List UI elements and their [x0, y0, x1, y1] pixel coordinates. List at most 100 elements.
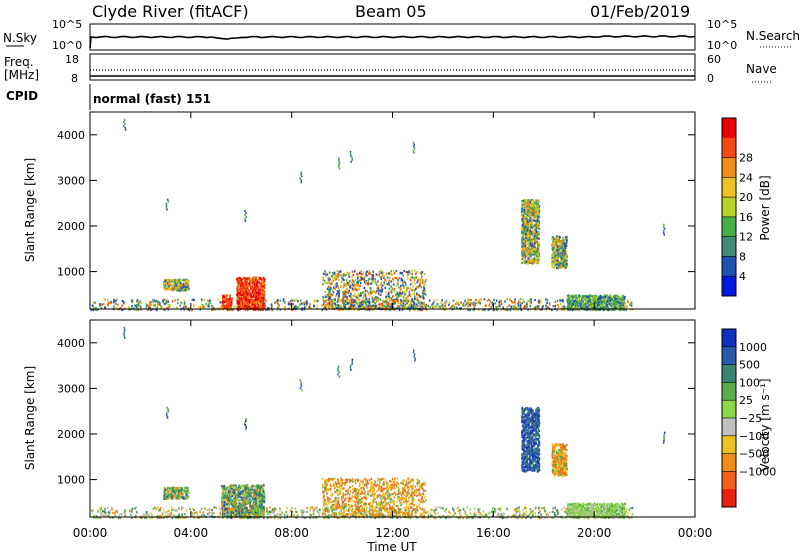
power-range-cell — [410, 295, 412, 298]
velocity-range-cell — [474, 507, 476, 510]
power-range-cell — [138, 304, 140, 307]
power-range-cell — [533, 209, 536, 212]
power-range-cell — [531, 209, 533, 212]
power-range-cell — [259, 289, 262, 292]
power-range-cell — [263, 305, 266, 308]
power-range-cell — [330, 304, 332, 307]
power-range-cell — [611, 308, 613, 311]
power-range-cell — [305, 305, 308, 308]
power-range-cell — [566, 294, 569, 297]
power-range-cell — [92, 309, 94, 312]
power-range-cell — [536, 260, 538, 263]
power-range-cell — [359, 272, 361, 275]
power-range-cell — [275, 301, 277, 304]
power-range-cell — [558, 265, 560, 268]
power-range-cell — [240, 305, 242, 308]
power-range-cell — [402, 274, 404, 277]
power-range-cell — [556, 259, 559, 262]
power-range-cell — [241, 294, 244, 297]
power-range-cell — [417, 279, 419, 282]
power-range-cell — [343, 289, 346, 292]
velocity-range-cell — [348, 512, 350, 515]
power-range-cell — [622, 297, 624, 300]
power-range-cell — [462, 304, 465, 307]
power-range-cell — [512, 301, 515, 304]
power-range-cell — [618, 296, 620, 299]
power-range-cell — [251, 277, 254, 280]
power-range-cell — [328, 271, 331, 274]
power-range-cell — [247, 291, 249, 294]
power-range-cell — [376, 289, 378, 293]
power-range-cell — [529, 210, 532, 214]
power-range-cell — [420, 301, 423, 304]
power-range-cell — [554, 256, 556, 259]
power-range-cell — [399, 302, 402, 305]
power-range-cell — [257, 292, 259, 296]
power-range-cell — [529, 305, 532, 308]
velocity-range-cell — [206, 509, 209, 512]
power-colorbar-segment — [722, 157, 736, 178]
power-range-cell — [529, 229, 531, 232]
power-range-cell — [581, 301, 583, 304]
power-range-cell — [258, 288, 260, 292]
power-range-cell — [380, 276, 383, 279]
power-range-cell — [519, 307, 522, 310]
power-range-cell — [610, 302, 612, 305]
power-range-cell — [353, 295, 355, 298]
power-range-cell — [245, 296, 247, 299]
velocity-range-cell — [433, 509, 436, 512]
power-range-cell — [246, 301, 248, 304]
power-range-cell — [386, 298, 388, 301]
power-range-cell — [239, 301, 241, 304]
power-range-cell — [555, 247, 557, 250]
velocity-range-cell — [628, 516, 630, 519]
power-range-cell — [278, 304, 280, 307]
power-range-cell — [536, 249, 539, 252]
power-range-cell — [247, 304, 250, 307]
power-range-cell — [435, 305, 437, 308]
power-range-cell — [166, 285, 169, 288]
power-range-cell — [380, 272, 383, 275]
power-range-cell — [248, 289, 251, 292]
power-range-cell — [178, 288, 180, 291]
power-range-cell — [526, 252, 528, 255]
power-range-cell — [395, 293, 398, 296]
power-range-cell — [358, 295, 361, 298]
power-range-cell — [226, 294, 228, 297]
velocity-range-cell — [208, 508, 211, 511]
velocity-range-cell — [178, 513, 181, 516]
power-range-cell — [502, 306, 505, 309]
power-range-cell — [521, 213, 523, 216]
power-range-cell — [252, 306, 255, 309]
power-range-cell — [563, 307, 565, 310]
power-range-cell — [428, 299, 431, 302]
power-colorbar-segment — [722, 256, 736, 277]
power-range-cell — [374, 278, 376, 281]
power-range-cell — [350, 298, 353, 301]
power-range-cell — [533, 207, 535, 210]
power-range-cell — [528, 208, 531, 211]
power-range-cell — [166, 279, 168, 282]
velocity-range-cell — [289, 509, 292, 512]
power-range-cell — [230, 297, 233, 300]
power-range-cell — [328, 298, 330, 301]
power-range-cell — [360, 270, 363, 273]
power-range-cell — [167, 279, 170, 282]
power-range-cell — [351, 298, 354, 301]
freq-tick-right-bottom: 0 — [707, 72, 714, 85]
power-range-cell — [559, 256, 562, 259]
power-range-cell — [244, 286, 247, 289]
power-range-cell — [564, 243, 566, 246]
power-range-cell — [571, 306, 574, 309]
power-range-cell — [414, 269, 416, 272]
power-range-cell — [412, 306, 414, 309]
power-range-cell — [411, 281, 414, 284]
power-range-cell — [323, 300, 326, 303]
power-range-cell — [535, 228, 537, 231]
power-range-cell — [537, 233, 539, 236]
power-range-cell — [383, 276, 385, 279]
power-range-cell — [538, 254, 541, 258]
power-range-cell — [618, 301, 620, 304]
power-range-cell — [524, 226, 526, 229]
power-range-cell — [137, 304, 139, 307]
